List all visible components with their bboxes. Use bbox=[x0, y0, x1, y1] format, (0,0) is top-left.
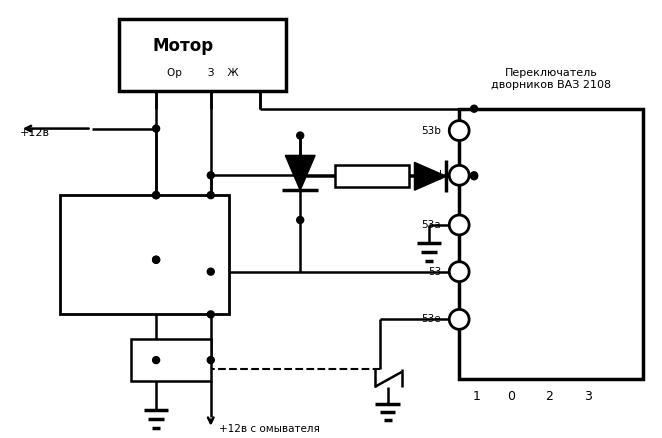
Bar bbox=[335, 165, 410, 187]
Bar bbox=[60, 195, 228, 314]
Circle shape bbox=[449, 309, 469, 329]
Text: +12в: +12в bbox=[20, 127, 50, 138]
Circle shape bbox=[207, 311, 214, 318]
Circle shape bbox=[207, 268, 214, 275]
Circle shape bbox=[297, 216, 304, 223]
Text: 1: 1 bbox=[473, 390, 481, 403]
Text: 53a: 53a bbox=[422, 220, 442, 230]
Text: +12в с омывателя: +12в с омывателя bbox=[218, 424, 320, 434]
Circle shape bbox=[207, 172, 214, 179]
Circle shape bbox=[297, 173, 304, 180]
Circle shape bbox=[449, 165, 469, 185]
Circle shape bbox=[153, 125, 160, 132]
Bar bbox=[131, 339, 211, 381]
Circle shape bbox=[153, 357, 160, 364]
Text: 53e: 53e bbox=[422, 314, 442, 325]
Circle shape bbox=[297, 132, 304, 139]
Text: 53b: 53b bbox=[422, 126, 442, 136]
Circle shape bbox=[471, 172, 477, 179]
Circle shape bbox=[449, 215, 469, 235]
Circle shape bbox=[471, 105, 477, 112]
Bar bbox=[459, 109, 643, 379]
Text: J: J bbox=[438, 170, 442, 180]
Text: Переключатель
дворников ВАЗ 2108: Переключатель дворников ВАЗ 2108 bbox=[491, 68, 611, 90]
Circle shape bbox=[153, 192, 160, 198]
Circle shape bbox=[207, 192, 214, 198]
Polygon shape bbox=[414, 162, 446, 190]
Text: 0: 0 bbox=[507, 390, 515, 403]
Text: Ор        З    Ж: Ор З Ж bbox=[167, 68, 238, 78]
Circle shape bbox=[449, 262, 469, 282]
Circle shape bbox=[207, 357, 214, 364]
Text: Мотор: Мотор bbox=[152, 38, 213, 56]
Circle shape bbox=[153, 192, 160, 198]
Bar bbox=[119, 19, 286, 91]
Circle shape bbox=[153, 256, 160, 263]
Circle shape bbox=[153, 256, 160, 263]
Text: 3: 3 bbox=[585, 390, 592, 403]
Circle shape bbox=[449, 120, 469, 141]
Text: 53: 53 bbox=[428, 267, 442, 277]
Circle shape bbox=[471, 173, 477, 180]
Text: 2: 2 bbox=[545, 390, 553, 403]
Polygon shape bbox=[285, 155, 315, 190]
